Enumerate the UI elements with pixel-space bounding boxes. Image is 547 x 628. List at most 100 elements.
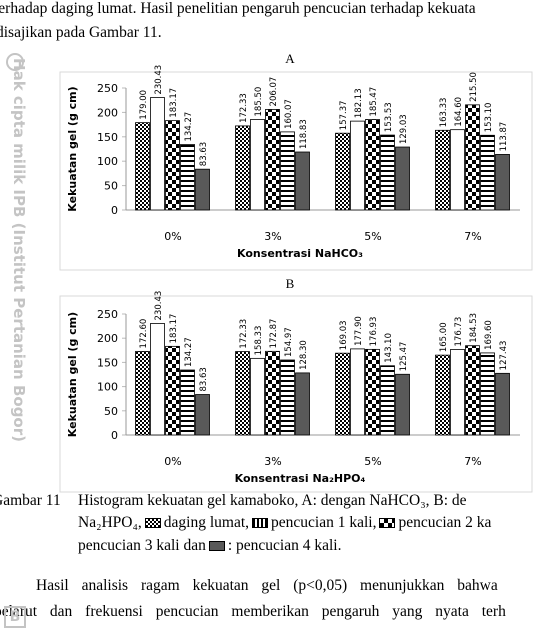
bar xyxy=(280,131,295,211)
body-text: disajikan pada Gambar 11. xyxy=(0,24,162,41)
x-tick-label: 7% xyxy=(464,455,481,468)
x-tick-label: 5% xyxy=(364,230,381,243)
legend-icon xyxy=(379,518,396,529)
bar xyxy=(480,352,495,436)
value-label: 206.07 xyxy=(269,77,279,107)
chart-title: A xyxy=(285,51,295,66)
caption: Na₂HPO₄, xyxy=(78,514,142,531)
value-label: 172.60 xyxy=(139,319,149,349)
bar xyxy=(280,359,295,436)
caption: pencucian 3 kali dan xyxy=(78,537,206,554)
y-tick-label: 100 xyxy=(97,155,118,168)
y-tick-label: 200 xyxy=(97,332,118,345)
value-label: 183.17 xyxy=(169,88,179,118)
value-label: 83.63 xyxy=(199,142,209,166)
figure: Hak cipta milik IPB (Institut Pertanian … xyxy=(6,51,533,493)
x-tick-label: 3% xyxy=(264,230,281,243)
y-tick-label: 250 xyxy=(97,308,118,321)
value-label: 153.53 xyxy=(384,102,394,132)
value-label: 172.33 xyxy=(239,93,249,123)
value-label: 129.03 xyxy=(399,114,409,144)
bar xyxy=(450,349,465,436)
bar xyxy=(465,104,480,211)
bar xyxy=(350,348,365,436)
watermark-icon xyxy=(6,53,24,71)
value-label: 163.33 xyxy=(439,98,449,128)
value-label: 125.47 xyxy=(399,342,409,372)
bar xyxy=(235,351,250,436)
value-label: 230.43 xyxy=(154,65,164,95)
bar xyxy=(465,345,480,436)
value-label: 184.53 xyxy=(469,313,479,343)
value-label: 164.60 xyxy=(454,97,464,127)
y-tick-label: 50 xyxy=(104,405,118,418)
value-label: 134.27 xyxy=(184,337,194,367)
value-label: 160.07 xyxy=(284,99,294,129)
bar xyxy=(395,373,410,436)
value-label: 128.30 xyxy=(299,340,309,370)
value-label: 185.47 xyxy=(369,87,379,117)
bar xyxy=(135,351,150,436)
bar xyxy=(335,352,350,436)
x-tick-label: 7% xyxy=(464,230,481,243)
value-label: 154.97 xyxy=(284,327,294,357)
bar xyxy=(150,97,165,211)
y-tick-label: 200 xyxy=(97,106,118,119)
bar xyxy=(480,134,495,211)
value-label: 169.03 xyxy=(339,320,349,350)
bar xyxy=(495,372,510,436)
chart-border xyxy=(59,71,533,271)
bar xyxy=(195,168,210,211)
value-label: 118.83 xyxy=(299,119,309,149)
value-label: 158.33 xyxy=(254,326,264,356)
value-label: 183.17 xyxy=(169,314,179,344)
caption: : pencucian 4 kali. xyxy=(227,537,342,554)
bar xyxy=(135,122,150,211)
value-label: 172.33 xyxy=(239,319,249,349)
bar xyxy=(250,357,265,436)
value-label: 177.90 xyxy=(354,316,364,346)
y-tick-label: 0 xyxy=(111,204,118,217)
bar xyxy=(165,120,180,211)
value-label: 169.60 xyxy=(484,320,494,350)
value-label: 176.93 xyxy=(369,317,379,347)
bar xyxy=(180,144,195,211)
body-text: Hasil analisis ragam kekuatan gel (p<0,0… xyxy=(36,577,498,594)
bar xyxy=(335,132,350,211)
y-tick-label: 100 xyxy=(97,381,118,394)
caption: pencucian 1 kali, xyxy=(271,514,377,531)
value-label: 83.63 xyxy=(199,367,209,391)
body-text: terhadap daging lumat. Hasil penelitian … xyxy=(0,0,476,17)
x-axis-label: Konsentrasi Na₂HPO₄ xyxy=(235,472,366,485)
value-label: 153.10 xyxy=(484,103,494,133)
bar xyxy=(365,348,380,436)
bar xyxy=(435,129,450,211)
caption: pencucian 2 ka xyxy=(398,514,492,531)
bar xyxy=(295,151,310,211)
bar xyxy=(165,345,180,436)
value-label: 182.13 xyxy=(354,88,364,118)
x-axis-label: Konsentrasi NaHCO₃ xyxy=(237,247,363,260)
watermark-logo: B xyxy=(4,606,26,628)
x-tick-label: 0% xyxy=(164,455,181,468)
value-label: 127.43 xyxy=(499,341,509,371)
caption: pencucian 3 kali dan : pencucian 4 kali. xyxy=(78,537,341,555)
y-tick-label: 0 xyxy=(111,429,118,442)
bar xyxy=(450,129,465,211)
caption-label: Gambar 11 xyxy=(0,492,61,509)
bar xyxy=(150,323,165,436)
value-label: 176.73 xyxy=(454,317,464,347)
bar xyxy=(265,109,280,211)
value-label: 157.37 xyxy=(339,100,349,130)
x-tick-label: 3% xyxy=(264,455,281,468)
bar xyxy=(365,119,380,211)
value-label: 215.50 xyxy=(469,72,479,102)
bar xyxy=(180,369,195,436)
legend-icon xyxy=(208,541,225,552)
bar xyxy=(380,134,395,211)
bar xyxy=(495,154,510,211)
y-tick-label: 150 xyxy=(97,131,118,144)
y-tick-label: 250 xyxy=(97,82,118,95)
value-label: 172.87 xyxy=(269,319,279,349)
